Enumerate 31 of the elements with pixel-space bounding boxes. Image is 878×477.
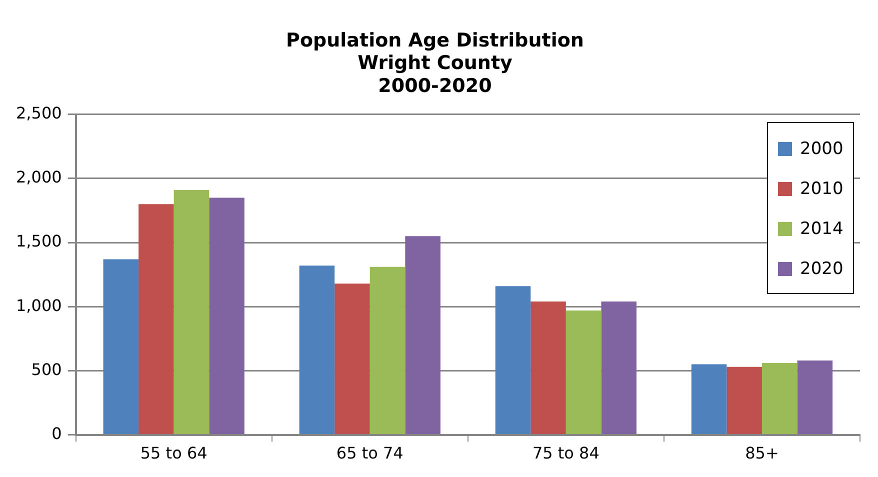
y-tick-label: 1,500 <box>16 232 62 251</box>
x-tick-label: 55 to 64 <box>140 444 208 463</box>
bar <box>726 366 762 434</box>
legend-label: 2000 <box>800 139 844 160</box>
bar <box>138 204 174 434</box>
bar <box>797 360 833 434</box>
x-tick-label: 65 to 74 <box>336 444 404 463</box>
bar <box>174 190 210 434</box>
bar <box>530 302 566 434</box>
bar <box>601 302 637 434</box>
bar <box>334 284 370 434</box>
chart-title: Population Age Distribution Wright County 2000-2020 <box>286 29 584 97</box>
bar <box>405 236 440 434</box>
y-tick-label: 2,000 <box>16 168 62 187</box>
bar <box>691 364 727 434</box>
x-tick-label: 75 to 84 <box>532 444 600 463</box>
bar <box>370 266 406 434</box>
y-tick-label: 500 <box>31 360 62 379</box>
bar <box>566 310 602 434</box>
x-tick-label: 85+ <box>745 444 779 463</box>
bar <box>209 198 244 434</box>
y-tick-label: 1,000 <box>16 296 62 315</box>
legend-label: 2020 <box>800 259 844 280</box>
bar <box>495 286 531 434</box>
bar <box>762 363 798 434</box>
y-tick-label: 0 <box>52 424 62 443</box>
legend-label: 2010 <box>800 179 844 200</box>
y-tick-label: 2,500 <box>16 104 62 123</box>
legend-label: 2014 <box>800 219 844 240</box>
bar <box>103 259 139 434</box>
bar <box>299 266 335 434</box>
